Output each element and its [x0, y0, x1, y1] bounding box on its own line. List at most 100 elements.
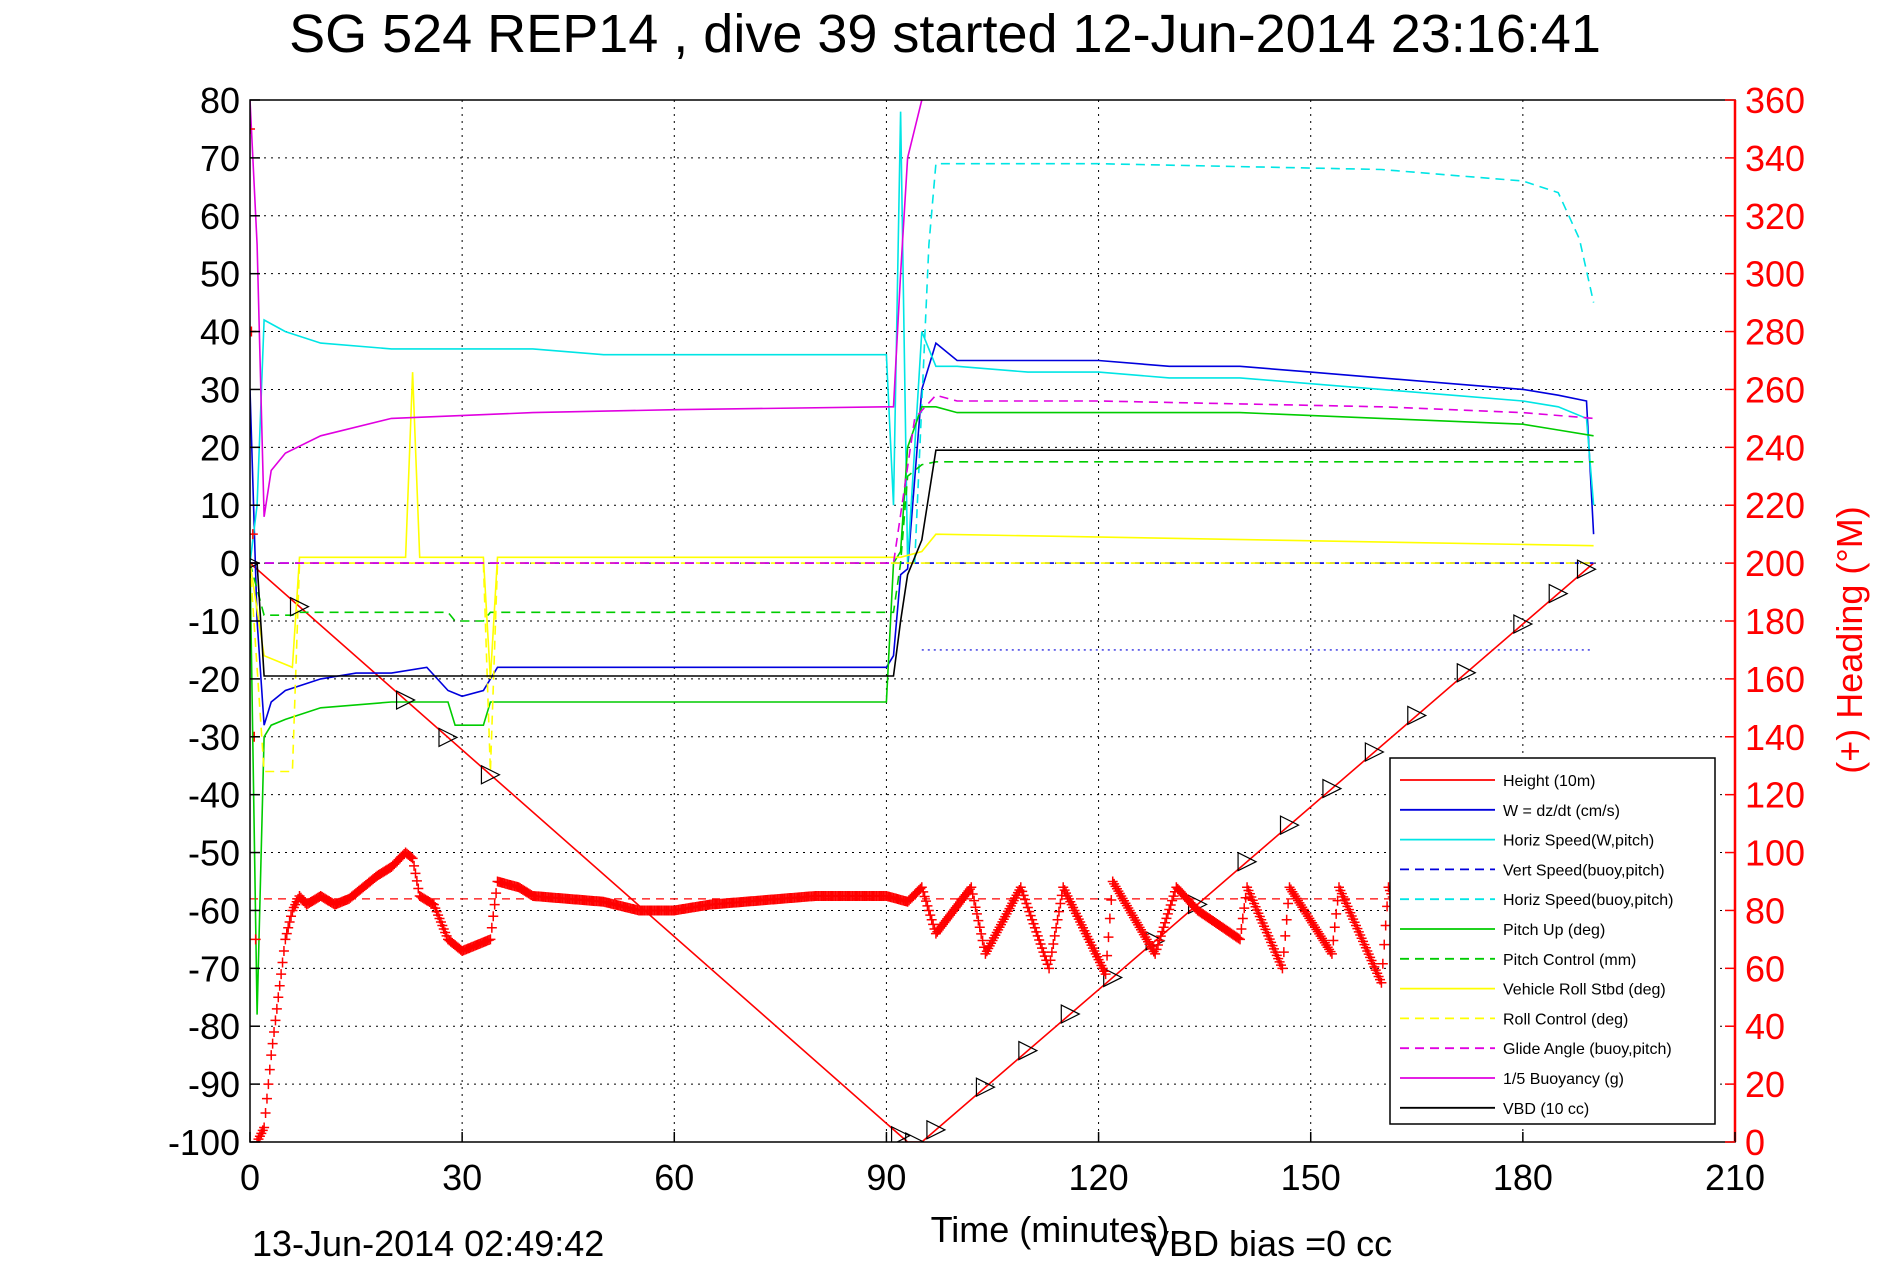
heading-marker — [409, 860, 420, 871]
x-tick-label: 90 — [866, 1157, 906, 1198]
heading-marker — [1045, 955, 1056, 966]
heading-marker — [280, 934, 291, 945]
heading-marker — [488, 911, 499, 922]
heading-marker — [974, 922, 985, 933]
y-tick-label: -40 — [188, 775, 240, 816]
heading-marker — [1239, 903, 1250, 914]
y2-tick-label: 180 — [1745, 601, 1805, 642]
tick-labels: 0 30 60 90 120 150 180 21080706050403020100-10-… — [168, 80, 1805, 1198]
height-marker — [438, 727, 459, 748]
heading-marker — [413, 883, 424, 894]
heading-marker — [1044, 963, 1055, 974]
series-layer — [250, 100, 1597, 1142]
heading-marker — [410, 868, 421, 879]
height-marker — [1018, 1040, 1039, 1061]
heading-marker — [977, 935, 988, 946]
y-tick-label: 20 — [200, 427, 240, 468]
heading-marker — [276, 969, 287, 980]
height-marker — [480, 764, 501, 785]
heading-marker — [269, 1027, 280, 1038]
heading-marker — [1154, 935, 1165, 946]
heading-marker — [1161, 913, 1172, 924]
heading-marker — [274, 980, 285, 991]
series-line-5 — [250, 405, 1594, 1015]
x-tick-label: 0 — [240, 1157, 260, 1198]
x-tick-label: 150 — [1281, 1157, 1341, 1198]
y2-tick-label: 40 — [1745, 1006, 1785, 1047]
heading-marker — [973, 915, 984, 926]
height-marker — [1548, 583, 1569, 604]
heading-marker — [1328, 935, 1339, 946]
heading-marker — [1331, 908, 1342, 919]
heading-marker — [1165, 900, 1176, 911]
height-marker — [1322, 778, 1343, 799]
heading-marker — [411, 875, 422, 886]
series-line-2 — [250, 111, 1595, 564]
heading-marker — [1168, 891, 1179, 902]
heading-marker — [1326, 948, 1337, 959]
legend-label: Horiz Speed(buoy,pitch) — [1503, 892, 1673, 909]
y2-tick-label: 240 — [1745, 427, 1805, 468]
heading-marker — [273, 992, 284, 1003]
legend-label: Horiz Speed(W,pitch) — [1503, 833, 1654, 850]
heading-marker — [966, 882, 977, 893]
heading-marker — [1325, 946, 1336, 957]
heading-marker — [1106, 895, 1117, 906]
heading-marker — [283, 922, 294, 933]
y-tick-label: -100 — [168, 1122, 240, 1163]
legend-label: Vehicle Roll Stbd (deg) — [1503, 982, 1666, 999]
x-tick-label: 60 — [654, 1157, 694, 1198]
heading-marker — [1051, 922, 1062, 933]
legend-label: Roll Control (deg) — [1503, 1011, 1628, 1028]
y-tick-label: -80 — [188, 1006, 240, 1047]
heading-marker — [1277, 963, 1288, 974]
heading-marker — [1160, 917, 1171, 928]
series-line-9 — [250, 394, 1594, 564]
y2-tick-label: 260 — [1745, 369, 1805, 410]
height-marker — [905, 1132, 926, 1142]
heading-marker — [1052, 914, 1063, 925]
legend-label: W = dz/dt (cm/s) — [1503, 803, 1620, 820]
heading-marker — [1104, 913, 1115, 924]
y2-tick-label: 280 — [1745, 312, 1805, 353]
heading-marker — [1233, 933, 1244, 944]
heading-marker — [1376, 977, 1387, 988]
heading-marker — [250, 529, 258, 540]
heading-marker — [250, 934, 261, 945]
series-line-10 — [250, 100, 923, 517]
heading-marker — [277, 957, 288, 968]
legend-label: 1/5 Buoyancy (g) — [1503, 1071, 1624, 1088]
x-tick-label: 210 — [1705, 1157, 1765, 1198]
vbd-bias-label: VBD bias =0 cc — [1145, 1223, 1392, 1262]
y2-tick-label: 300 — [1745, 254, 1805, 295]
heading-marker — [1150, 948, 1161, 959]
heading-marker — [1100, 969, 1111, 980]
y-tick-label: -20 — [188, 659, 240, 700]
x-tick-label: 120 — [1069, 1157, 1129, 1198]
heading-marker — [1280, 930, 1291, 941]
heading-marker — [1053, 906, 1064, 917]
heading-marker — [264, 1064, 275, 1075]
legend-label: VBD (10 cc) — [1503, 1101, 1589, 1118]
heading-marker — [1236, 923, 1247, 934]
heading-marker — [250, 123, 255, 134]
heading-marker — [1379, 939, 1390, 950]
heading-marker — [1103, 932, 1114, 943]
right-y-axis-label: (+) Heading (°M) — [1829, 506, 1870, 773]
y2-tick-label: 80 — [1745, 890, 1785, 931]
heading-marker — [916, 882, 927, 893]
heading-marker — [970, 902, 981, 913]
heading-marker — [971, 908, 982, 919]
heading-marker — [1377, 958, 1388, 969]
legend-label: Height (10m) — [1503, 773, 1595, 790]
heading-marker — [1152, 939, 1163, 950]
y2-tick-label: 160 — [1745, 659, 1805, 700]
y-tick-label: 70 — [200, 138, 240, 179]
y-tick-label: 80 — [200, 80, 240, 121]
height-marker — [1407, 705, 1428, 726]
heading-marker — [925, 910, 936, 921]
x-tick-label: 180 — [1493, 1157, 1553, 1198]
heading-marker — [1157, 926, 1168, 937]
y2-tick-label: 20 — [1745, 1064, 1785, 1105]
